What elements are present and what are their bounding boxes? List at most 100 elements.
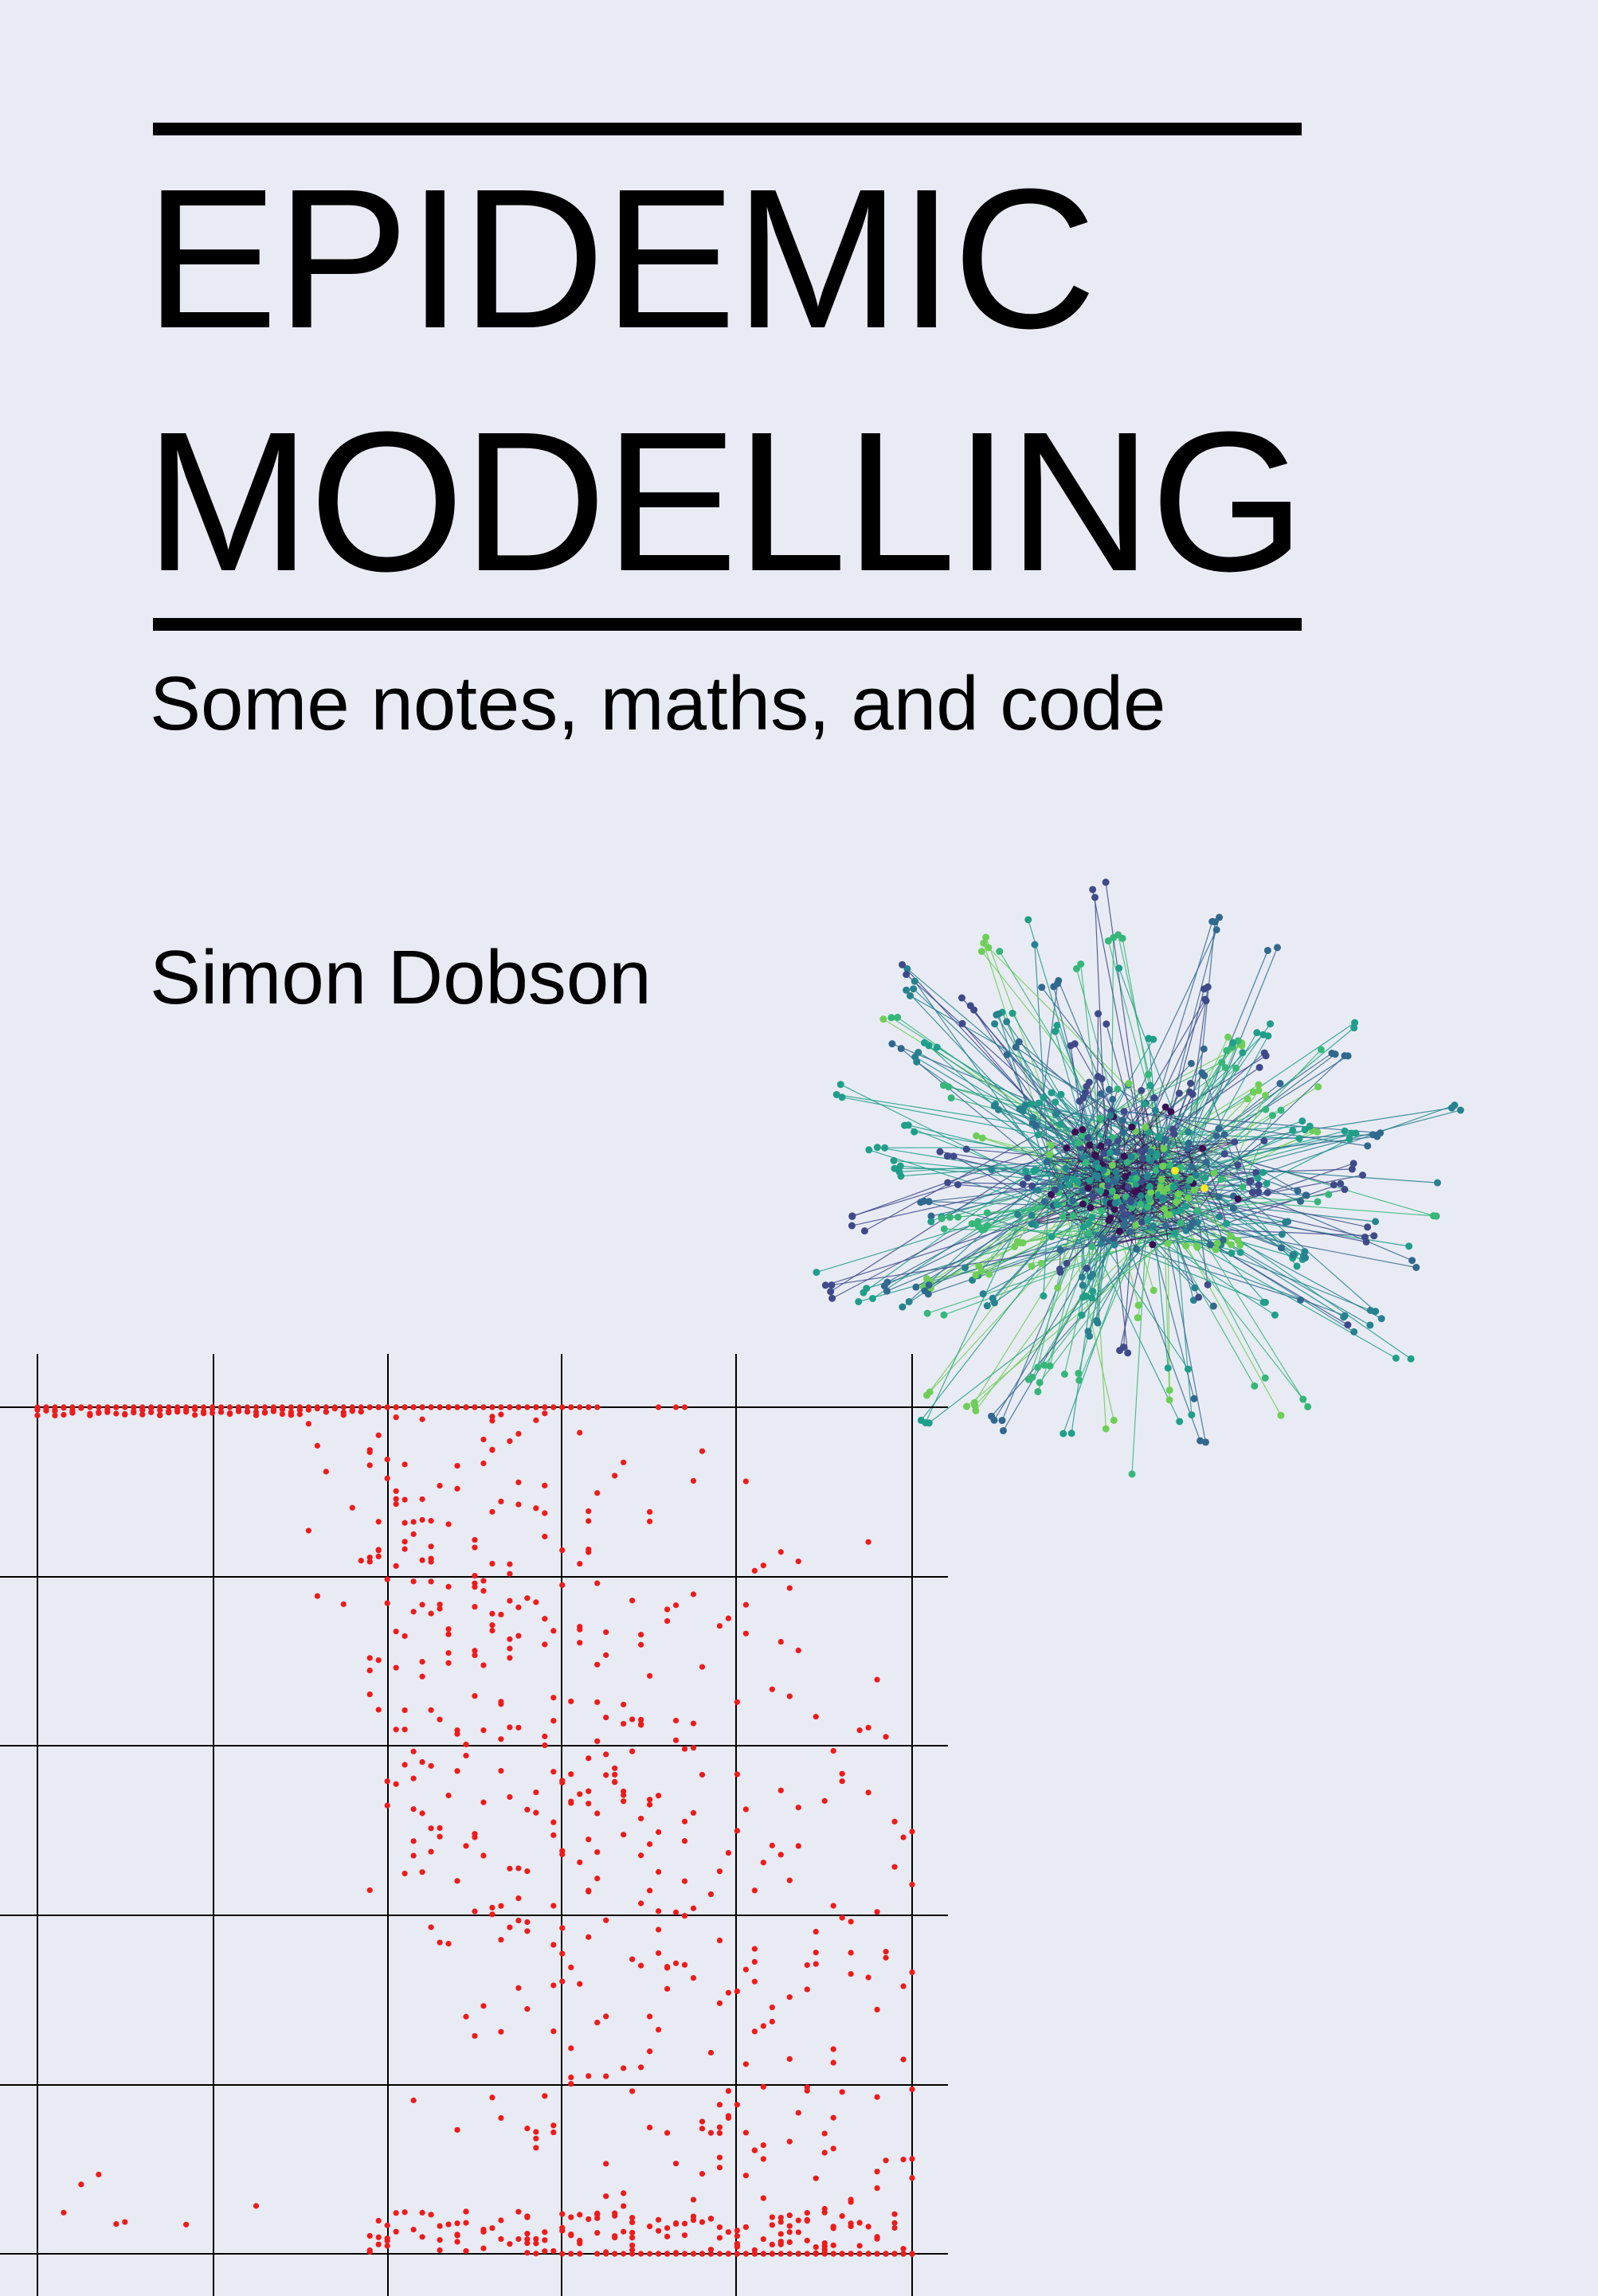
network-node (1137, 1192, 1145, 1200)
scatter-point (533, 1599, 539, 1606)
scatter-point (489, 1404, 495, 1410)
scatter-point (621, 1832, 627, 1838)
scatter-point (507, 1598, 513, 1604)
scatter-point (472, 2032, 478, 2040)
network-node (1185, 1128, 1193, 1136)
scatter-point (874, 2006, 880, 2013)
network-node (1161, 1103, 1169, 1111)
scatter-point (550, 1718, 557, 1724)
scatter-point (742, 1806, 749, 1813)
network-node (1143, 1172, 1151, 1180)
scatter-point (375, 1404, 382, 1410)
scatter-point (751, 1958, 758, 1965)
network-edge (981, 951, 1114, 1117)
network-node (1086, 1176, 1094, 1184)
scatter-point (498, 1611, 504, 1617)
scatter-point (621, 1459, 627, 1465)
scatter-point (672, 1960, 680, 1966)
network-node (925, 1281, 933, 1289)
network-node (1052, 1186, 1059, 1194)
network-node (1227, 1241, 1235, 1249)
scatter-point (786, 2212, 793, 2219)
scatter-point (813, 1950, 819, 1956)
network-node (1112, 1168, 1120, 1176)
scatter-point (515, 1895, 522, 1902)
scatter-point (681, 2232, 688, 2239)
network-node (1120, 1211, 1128, 1218)
scatter-point (586, 1404, 592, 1410)
network-node (1110, 1241, 1118, 1249)
network-node (1102, 1425, 1110, 1433)
network-node (1106, 1214, 1114, 1222)
network-node (990, 1299, 998, 1307)
network-edge (1150, 1052, 1265, 1152)
network-edge (1032, 1160, 1151, 1225)
scatter-point (401, 1496, 408, 1503)
network-node (975, 1262, 983, 1270)
scatter-point (830, 1903, 836, 1909)
network-node (1255, 1187, 1263, 1195)
scatter-point (603, 2193, 609, 2200)
network-node (860, 1227, 868, 1235)
scatter-point (690, 2217, 697, 2224)
scatter-point (603, 1629, 609, 1636)
network-node (1202, 1158, 1210, 1166)
scatter-point (226, 1410, 233, 1416)
network-node (1188, 1163, 1196, 1171)
scatter-point (524, 1919, 531, 1926)
scatter-point (672, 2161, 680, 2167)
network-node (1028, 1220, 1036, 1228)
scatter-point (760, 2083, 766, 2090)
network-node (1174, 1190, 1182, 1198)
scatter-point (296, 1411, 303, 1418)
scatter-point (681, 1838, 688, 1844)
scatter-point (586, 1934, 592, 1940)
scatter-point (638, 2064, 644, 2071)
network-edge (1155, 1109, 1235, 1143)
scatter-point (586, 1518, 592, 1524)
scatter-point (612, 2251, 618, 2257)
network-edge (947, 1182, 1069, 1186)
scatter-point (848, 2223, 854, 2230)
scatter-point (96, 1409, 102, 1415)
scatter-point (183, 1404, 190, 1410)
scatter-point (183, 2221, 190, 2228)
network-edge (887, 1186, 1061, 1283)
network-node (1052, 1098, 1059, 1106)
scatter-point (655, 1829, 662, 1836)
scatter-point (515, 1985, 522, 1991)
scatter-point (795, 1647, 801, 1654)
scatter-point (586, 1887, 592, 1894)
scatter-point (550, 2247, 557, 2255)
scatter-point (61, 1411, 67, 1418)
network-node (1079, 1187, 1087, 1195)
scatter-point (716, 2102, 723, 2108)
scatter-point (839, 2251, 845, 2257)
network-edge (1110, 1055, 1267, 1153)
scatter-point (401, 1762, 408, 1768)
scatter-point (795, 1558, 801, 1565)
network-node (1013, 1238, 1021, 1246)
network-node (1114, 1085, 1122, 1093)
scatter-point (874, 2185, 880, 2192)
scatter-point (533, 1789, 539, 1796)
scatter-point (559, 1778, 566, 1784)
scatter-point (594, 1580, 601, 1586)
scatter-point (366, 2232, 373, 2239)
scatter-point (393, 1727, 399, 1733)
network-node (1218, 1058, 1226, 1066)
scatter-point (690, 1591, 697, 1598)
network-node (1134, 1301, 1142, 1309)
scatter-point (533, 1809, 539, 1816)
network-node (1325, 1191, 1333, 1199)
scatter-point (210, 1404, 216, 1410)
scatter-point (603, 1714, 609, 1721)
scatter-point (909, 1829, 915, 1835)
scatter-point (226, 1404, 233, 1410)
scatter-point (43, 1404, 49, 1410)
network-node (1330, 1181, 1338, 1189)
network-node (1132, 1221, 1140, 1229)
scatter-point (480, 2245, 487, 2251)
scatter-point (507, 1404, 513, 1410)
network-edge (906, 974, 1089, 1138)
